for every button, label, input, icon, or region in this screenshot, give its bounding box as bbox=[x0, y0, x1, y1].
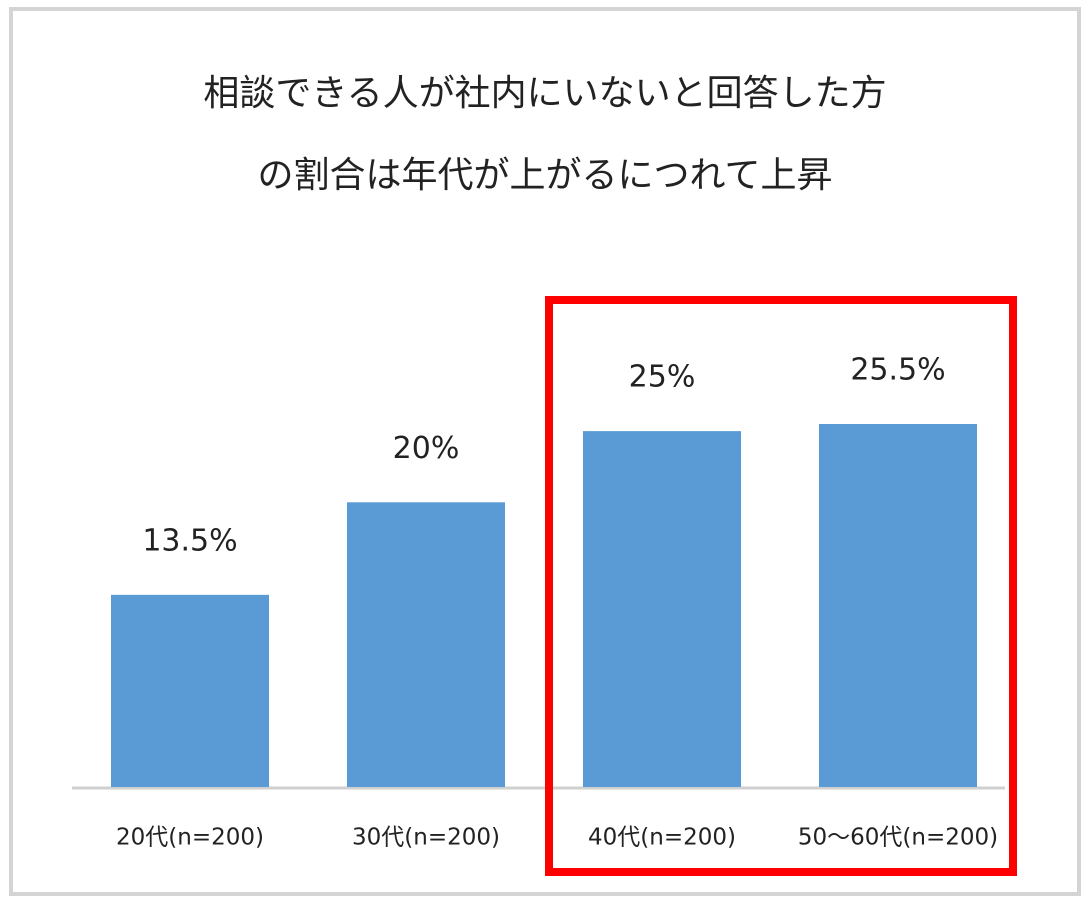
bar bbox=[819, 424, 977, 787]
highlight-box bbox=[545, 296, 1017, 876]
x-tick-label: 40代(n=200) bbox=[588, 825, 736, 851]
value-label: 20% bbox=[393, 431, 460, 466]
x-tick-label: 20代(n=200) bbox=[116, 825, 264, 851]
chart-title: 相談できる人が社内にいないと回答した方 bbox=[203, 73, 886, 114]
chart-title: の割合は年代が上がるにつれて上昇 bbox=[258, 155, 833, 196]
value-label: 13.5% bbox=[142, 523, 237, 558]
bar bbox=[111, 594, 269, 787]
x-tick-label: 30代(n=200) bbox=[352, 825, 500, 851]
value-label: 25.5% bbox=[850, 353, 945, 388]
bar bbox=[583, 431, 741, 787]
value-label: 25% bbox=[629, 360, 696, 395]
x-tick-label: 50〜60代(n=200) bbox=[798, 825, 998, 851]
bar bbox=[347, 502, 505, 787]
